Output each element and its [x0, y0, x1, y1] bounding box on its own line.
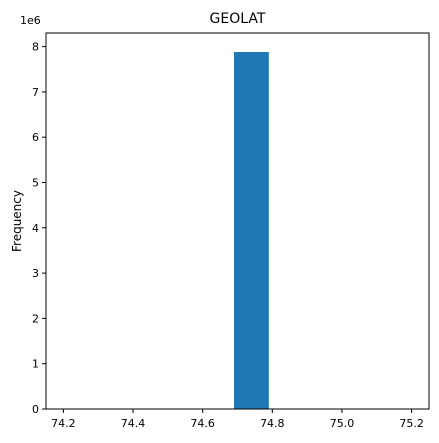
x-tick-label: 74.4 [121, 417, 146, 430]
histogram-bar-0 [234, 52, 269, 409]
y-tick-label: 7 [32, 86, 39, 99]
chart-title: GEOLAT [210, 11, 266, 27]
y-tick-label: 5 [32, 176, 39, 189]
x-tick-label: 74.6 [190, 417, 215, 430]
y-tick-label: 8 [32, 41, 39, 54]
y-tick-label: 6 [32, 131, 39, 144]
y-tick-label: 2 [32, 312, 39, 325]
x-tick-label: 75.2 [399, 417, 424, 430]
x-tick-label: 74.8 [260, 417, 285, 430]
y-tick-label: 3 [32, 267, 39, 280]
y-tick-label: 0 [32, 403, 39, 416]
y-tick-label: 4 [32, 222, 39, 235]
x-tick-label: 75.0 [330, 417, 355, 430]
y-scale-label: 1e6 [20, 14, 41, 27]
y-tick-label: 1 [32, 358, 39, 371]
y-axis-label: Frequency [10, 190, 24, 252]
x-tick-label: 74.2 [51, 417, 76, 430]
bars-layer [234, 52, 269, 409]
